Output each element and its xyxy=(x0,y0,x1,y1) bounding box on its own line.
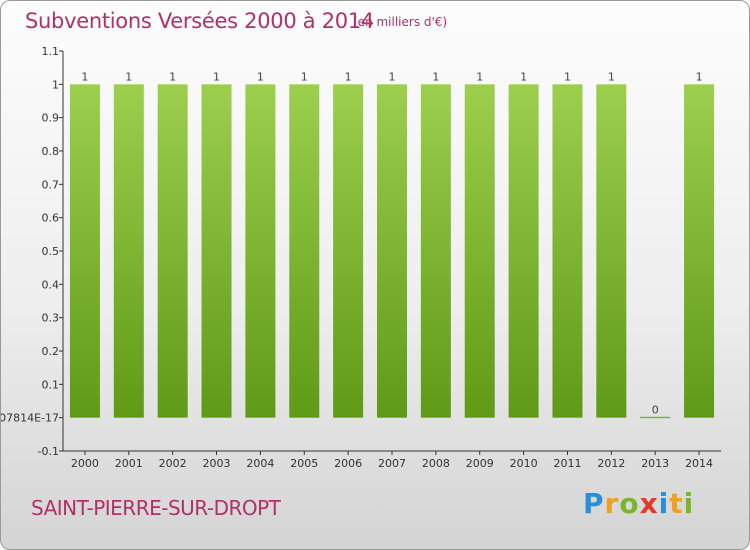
data-label: 1 xyxy=(81,70,88,83)
logo-letter: r xyxy=(604,487,620,520)
x-tick-label: 2004 xyxy=(246,457,274,470)
bar xyxy=(377,84,407,418)
x-tick-label: 2010 xyxy=(510,457,538,470)
unit-label: (en milliers d'€) xyxy=(353,15,448,29)
bar xyxy=(333,84,364,418)
data-label: 1 xyxy=(169,70,176,83)
logo-letter: i xyxy=(683,487,695,520)
y-tick-label: 0.8 xyxy=(42,145,60,158)
bar xyxy=(201,84,232,418)
x-tick-label: 2003 xyxy=(203,457,231,470)
data-label: 1 xyxy=(257,70,264,83)
y-tick-label: 1 xyxy=(52,78,59,91)
data-label: 1 xyxy=(125,70,132,83)
x-tick-label: 2005 xyxy=(290,457,318,470)
logo-letter: i xyxy=(658,487,670,520)
logo-letter: x xyxy=(639,487,659,520)
y-tick-label: 0.4 xyxy=(42,278,60,291)
y-tick-label: 0.9 xyxy=(42,112,60,125)
commune-name: SAINT-PIERRE-SUR-DROPT xyxy=(31,496,281,520)
x-tick-label: 2007 xyxy=(378,457,406,470)
x-tick-label: 2014 xyxy=(685,457,713,470)
y-tick-label: 0.6 xyxy=(42,212,60,225)
bar xyxy=(508,84,539,418)
y-tick-label: -0.1 xyxy=(38,445,59,458)
logo-letter: P xyxy=(583,487,605,520)
y-tick-label: 0.3 xyxy=(42,312,60,325)
x-tick-label: 2000 xyxy=(71,457,99,470)
x-tick-label: 2001 xyxy=(115,457,143,470)
x-tick-label: 2009 xyxy=(466,457,494,470)
data-label: 1 xyxy=(476,70,483,83)
y-tick-label: 0.1 xyxy=(42,378,60,391)
bar xyxy=(245,84,276,418)
x-tick-label: 2012 xyxy=(597,457,625,470)
x-tick-label: 2008 xyxy=(422,457,450,470)
data-label: 1 xyxy=(345,70,352,83)
y-tick-label: 0.7 xyxy=(42,178,60,191)
data-label: 1 xyxy=(389,70,396,83)
data-label: 1 xyxy=(213,70,220,83)
y-tick-label: 1.1 xyxy=(42,45,60,58)
data-label: 1 xyxy=(564,70,571,83)
y-tick-label: 307814E-17 xyxy=(1,412,59,425)
data-label: 1 xyxy=(520,70,527,83)
y-tick-label: 0.5 xyxy=(42,245,60,258)
x-tick-label: 2013 xyxy=(641,457,669,470)
y-tick-label: 0.2 xyxy=(42,345,60,358)
bar xyxy=(552,84,583,418)
data-label: 1 xyxy=(608,70,615,83)
logo-letter: t xyxy=(669,487,684,520)
bar xyxy=(640,416,671,419)
bar xyxy=(113,84,144,418)
bar xyxy=(289,84,320,418)
data-label: 1 xyxy=(301,70,308,83)
bar xyxy=(596,84,627,418)
data-label: 0 xyxy=(652,404,659,417)
x-tick-label: 2006 xyxy=(334,457,362,470)
x-tick-label: 2002 xyxy=(159,457,187,470)
logo-letter: o xyxy=(619,487,640,520)
proxiti-logo: Proxiti xyxy=(583,487,694,520)
bar xyxy=(157,84,188,418)
chart-title: Subventions Versées 2000 à 2014 xyxy=(25,9,374,33)
bar xyxy=(69,84,100,418)
bar xyxy=(684,84,715,418)
data-label: 1 xyxy=(432,70,439,83)
bar xyxy=(420,84,451,418)
x-tick-label: 2011 xyxy=(553,457,581,470)
bar xyxy=(464,84,495,418)
data-label: 1 xyxy=(696,70,703,83)
